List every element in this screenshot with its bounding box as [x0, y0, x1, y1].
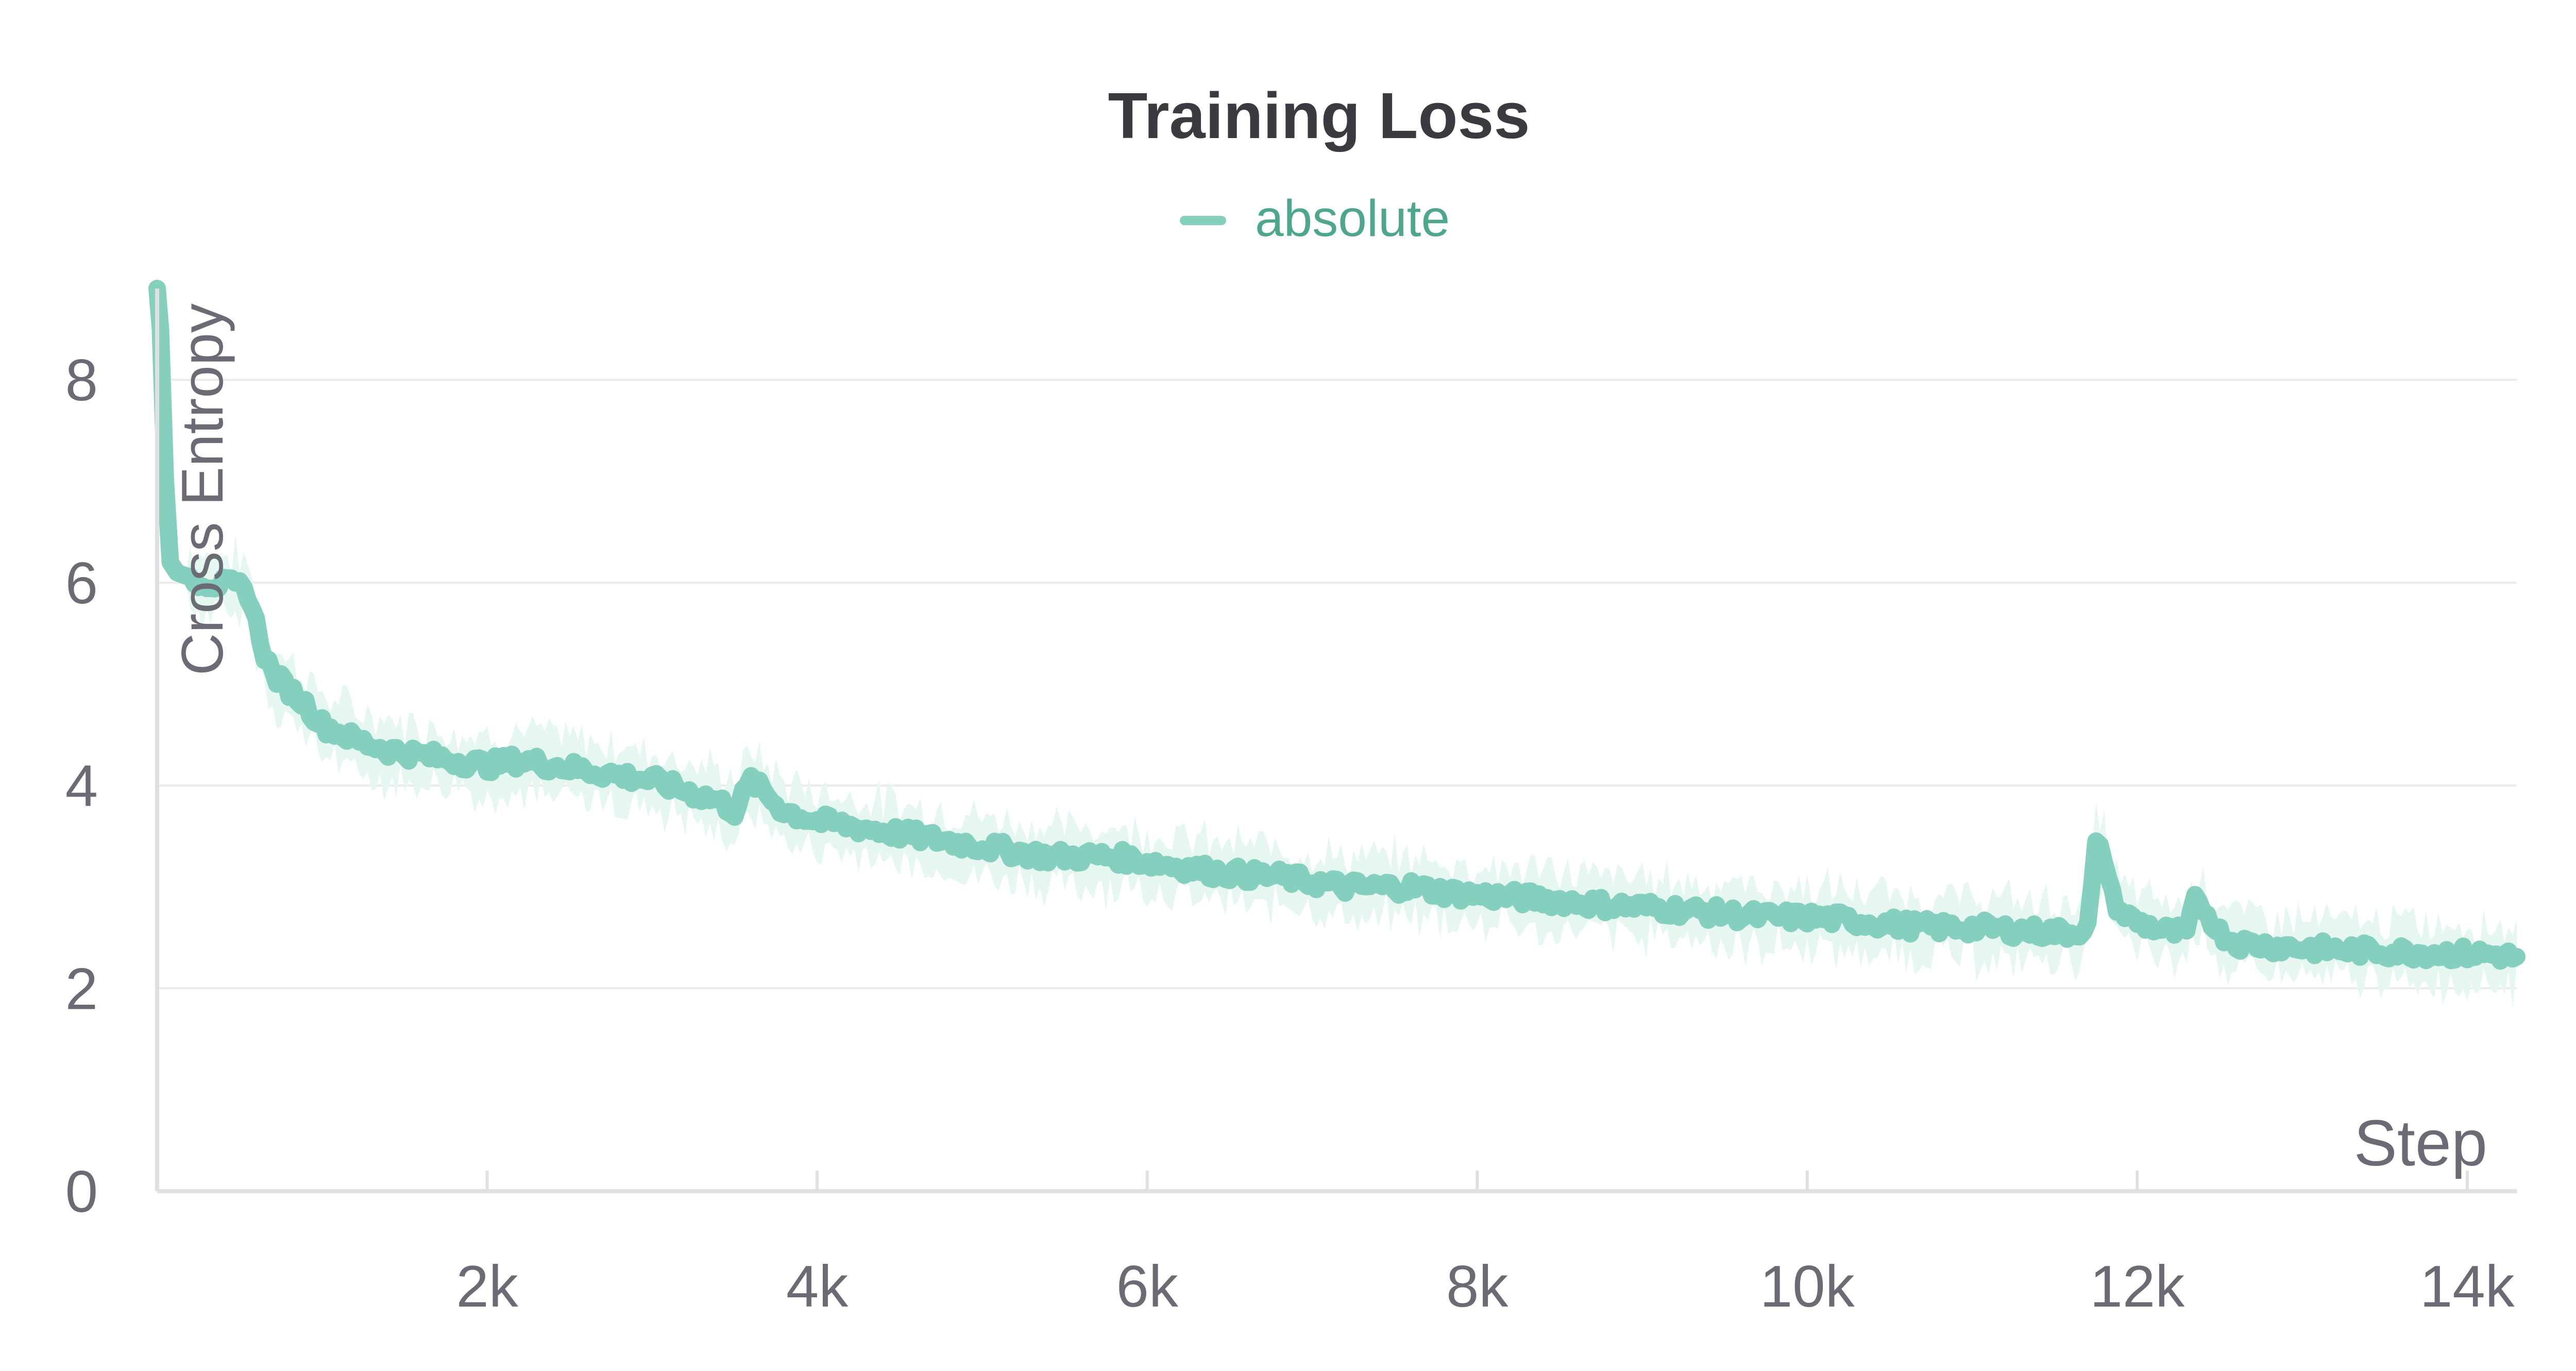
- x-tick-label: 4k: [786, 1254, 849, 1319]
- y-tick-label: 6: [65, 551, 98, 616]
- series-absolute-line: [148, 280, 2526, 970]
- x-tick-label: 2k: [456, 1254, 518, 1319]
- x-tick-label: 14k: [2420, 1254, 2515, 1319]
- legend-label: absolute: [1255, 190, 1450, 247]
- x-tick-label: 8k: [1446, 1254, 1509, 1319]
- x-tick-label: 6k: [1116, 1254, 1178, 1319]
- y-tick-label: 4: [65, 754, 98, 819]
- chart-title: Training Loss: [1108, 79, 1530, 152]
- series-band: [157, 286, 2517, 1008]
- x-tick-label: 12k: [2090, 1254, 2185, 1319]
- x-axis-label: Step: [2354, 1107, 2487, 1179]
- y-tick-label: 2: [65, 956, 98, 1022]
- y-axis-label: Cross Entropy: [170, 303, 235, 675]
- legend-swatch: [1180, 216, 1226, 225]
- y-tick-label: 0: [65, 1159, 98, 1225]
- series-range-band: [157, 286, 2517, 1008]
- x-tick-label: 10k: [1760, 1254, 1855, 1319]
- y-tick-label: 8: [65, 348, 98, 413]
- legend[interactable]: absolute: [1180, 190, 1450, 247]
- series-line: [148, 280, 2526, 970]
- axes: [155, 289, 2517, 1193]
- ticks: 0 2 4 6 8 2k 4k 6k 8k 10k 12k 14k: [65, 348, 2515, 1319]
